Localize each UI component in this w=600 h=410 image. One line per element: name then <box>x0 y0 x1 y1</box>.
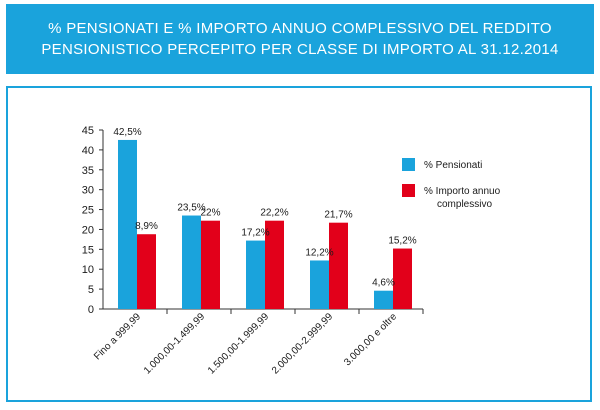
bar-pensionati <box>182 215 201 309</box>
chart-title-line-1: % PENSIONATI E % IMPORTO ANNUO COMPLESSI… <box>48 20 552 37</box>
y-tick-label: 0 <box>88 304 94 316</box>
y-tick-label: 10 <box>82 264 94 276</box>
legend-label-importo-line-1: % Importo annuo <box>424 186 501 197</box>
bar-importo <box>137 234 156 309</box>
y-tick-label: 40 <box>82 145 94 157</box>
legend-label-pensionati: % Pensionati <box>424 160 482 171</box>
bar-importo <box>265 220 284 309</box>
data-label-importo: 15,2% <box>388 236 416 247</box>
data-label-importo: 21,7% <box>324 210 352 221</box>
legend-swatch-pensionati <box>402 158 415 171</box>
x-category-label: 3.000,00 e oltre <box>342 311 399 368</box>
y-tick-label: 25 <box>82 205 94 217</box>
legend-swatch-importo <box>402 184 415 197</box>
chart-title-line-2: PENSIONISTICO PERCEPITO PER CLASSE DI IM… <box>41 41 559 58</box>
y-tick-label: 5 <box>88 284 94 296</box>
data-label-importo: 22% <box>200 208 220 219</box>
bar-pensionati <box>310 260 329 309</box>
chart-title-banner: % PENSIONATI E % IMPORTO ANNUO COMPLESSI… <box>6 4 594 74</box>
y-tick-label: 30 <box>82 185 94 197</box>
data-label-importo: 22,2% <box>260 208 288 219</box>
data-label-pensionati: 42,5% <box>113 127 141 138</box>
data-label-pensionati: 23,5% <box>177 203 205 214</box>
y-tick-label: 15 <box>82 244 94 256</box>
bar-importo <box>393 248 412 309</box>
x-category-label: 1.500,00-1.999,99 <box>206 311 271 376</box>
y-tick-label: 35 <box>82 165 94 177</box>
x-category-label: Fino a 999,99 <box>92 311 143 362</box>
legend-label-importo-line-2: complessivo <box>437 199 492 210</box>
y-tick-label: 20 <box>82 224 94 236</box>
data-label-pensionati: 17,2% <box>241 228 269 239</box>
bar-importo <box>201 220 220 309</box>
bar-importo <box>329 222 348 309</box>
chart-panel <box>6 86 592 402</box>
y-tick-label: 45 <box>82 125 94 137</box>
x-category-label: 1.000,00-1.499,99 <box>142 311 207 376</box>
data-label-pensionati: 4,6% <box>372 278 395 289</box>
data-label-importo: 8,9% <box>135 221 158 232</box>
bar-pensionati <box>374 290 393 309</box>
data-label-pensionati: 12,2% <box>305 247 333 258</box>
bar-pensionati <box>118 139 137 309</box>
bar-pensionati <box>246 240 265 309</box>
x-category-label: 2.000,00-2.999,99 <box>270 311 335 376</box>
